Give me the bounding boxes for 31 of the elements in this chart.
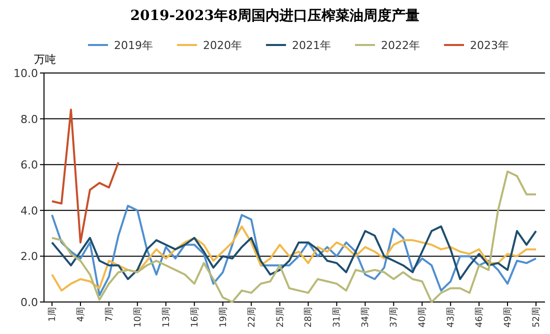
chart-title: 2019-2023年8周国内进口压榨菜油周度产量 [130,7,420,24]
x-tick-label: 34周 [360,307,372,328]
y-tick-label: 8.0 [20,112,38,126]
x-tick-label: 40周 [417,307,428,328]
legend-label: 2023年 [470,39,509,52]
legend-label: 2021年 [292,39,331,52]
x-tick-label: 19周 [218,307,229,328]
x-tick-label: 4周 [75,307,86,322]
x-tick-label: 52周 [531,307,542,328]
x-tick-label: 22周 [246,307,258,328]
y-axis-title: 万吨 [34,53,56,66]
x-tick-label: 43周 [446,307,457,328]
legend-label: 2019年 [114,39,153,52]
legend-label: 2020年 [203,39,242,52]
x-tick-label: 25周 [274,307,286,328]
x-tick-label: 1周 [47,307,58,322]
x-tick-label: 16周 [189,307,200,328]
y-tick-label: 2.0 [20,250,38,264]
y-tick-label: 4.0 [20,204,38,218]
x-tick-label: 49周 [502,307,514,328]
y-tick-label: 0.0 [20,296,38,309]
x-tick-label: 46周 [474,307,486,328]
x-tick-label: 28周 [303,307,314,328]
y-tick-label: 6.0 [20,158,38,172]
legend-label: 2022年 [381,39,420,52]
x-tick-label: 31周 [332,307,343,328]
x-tick-label: 37周 [388,307,400,328]
x-tick-label: 10周 [132,307,144,328]
x-tick-label: 13周 [160,307,172,328]
x-tick-label: 7周 [104,307,115,322]
y-tick-label: 10.0 [14,67,38,80]
